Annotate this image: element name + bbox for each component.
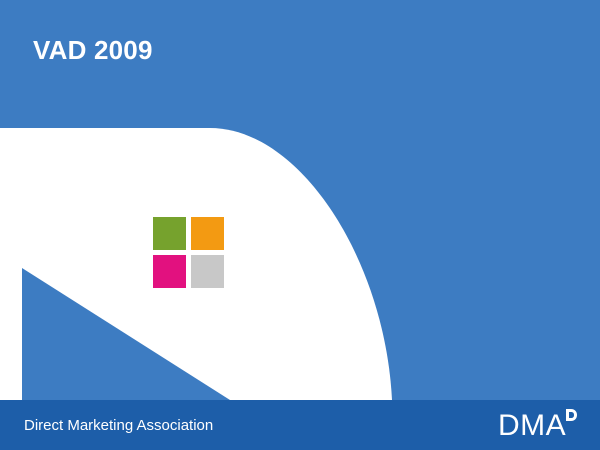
footer-organization-name: Direct Marketing Association (24, 417, 214, 434)
slide-title: VAD 2009 (33, 35, 153, 65)
orange-square (191, 217, 224, 250)
dma-logo-text: DMA (498, 409, 567, 442)
footer-bar: Direct Marketing Association DMA (0, 400, 600, 450)
dma-logo: DMA (498, 408, 588, 442)
grey-square (191, 255, 224, 288)
blue-diagonal-wedge (22, 268, 230, 400)
pink-square (153, 255, 186, 288)
dma-d-mark-icon (566, 409, 577, 421)
four-squares-logo-icon (153, 217, 224, 288)
green-square (153, 217, 186, 250)
